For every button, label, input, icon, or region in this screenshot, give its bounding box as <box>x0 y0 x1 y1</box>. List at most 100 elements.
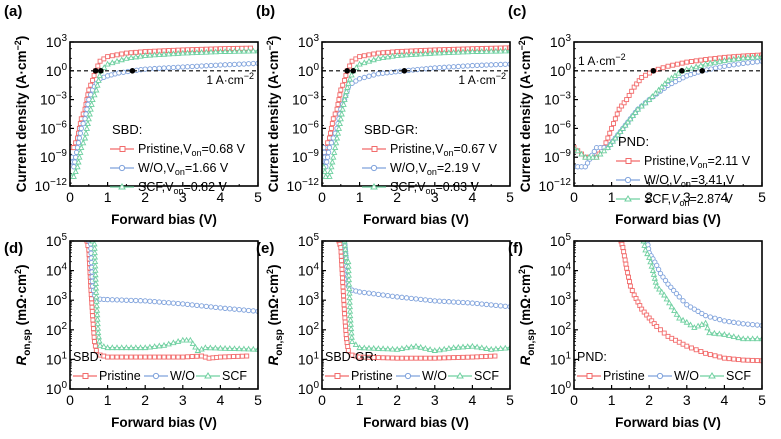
data-point-scf <box>483 345 490 351</box>
x-tick-label: 4 <box>469 189 477 205</box>
y-axis-label: Current density (A·cm−2) <box>13 36 29 193</box>
data-point-pristine <box>624 265 630 271</box>
legend-label: SCF,Von=2.87 V <box>644 192 734 208</box>
data-point-wo <box>366 290 372 296</box>
data-point-wo <box>483 301 490 308</box>
data-point-scf <box>441 345 448 352</box>
data-point-scf <box>184 49 191 56</box>
panel-label: (f) <box>508 240 523 257</box>
data-point-pristine <box>338 87 344 93</box>
data-point-pristine <box>689 345 694 351</box>
data-point-scf <box>245 47 252 54</box>
data-point-wo <box>665 281 671 287</box>
data-point-pristine <box>609 125 615 131</box>
legend-item: W/O <box>144 369 195 383</box>
data-point-wo <box>166 65 172 71</box>
data-point-scf <box>221 48 229 54</box>
data-point-wo <box>662 277 669 284</box>
data-point-scf <box>356 60 363 67</box>
series-line-scf <box>574 56 762 158</box>
data-point-scf <box>132 53 139 60</box>
data-point-pristine <box>328 125 334 131</box>
x-tick-label: 3 <box>431 189 439 205</box>
data-point-pristine <box>166 354 172 360</box>
x-tick-label: 4 <box>217 189 225 205</box>
data-point-pristine <box>366 52 372 58</box>
reference-line-label: 1 A·cm−2 <box>458 71 506 87</box>
x-tick-label: 0 <box>570 189 578 205</box>
data-point-pristine <box>89 304 95 310</box>
legend-marker <box>119 146 126 152</box>
y-tick-label: 103 <box>550 33 572 50</box>
data-point-scf <box>250 345 257 352</box>
y-tick-label: 105 <box>550 232 572 249</box>
data-point-wo <box>109 297 115 303</box>
data-point-pristine <box>649 318 655 324</box>
x-tick-label: 3 <box>431 392 439 408</box>
data-point-wo <box>322 149 327 156</box>
data-point-scf <box>192 343 199 350</box>
data-point-pristine <box>469 354 475 360</box>
data-point-pristine <box>90 313 96 319</box>
y-tick-label: 103 <box>298 291 320 308</box>
x-tick-label: 4 <box>469 392 477 408</box>
data-point-pristine <box>152 354 158 360</box>
data-point-scf <box>109 59 116 66</box>
data-point-pristine <box>338 253 344 259</box>
data-point-wo <box>403 295 410 301</box>
data-point-scf <box>342 92 349 98</box>
data-point-scf <box>94 320 101 327</box>
data-point-scf <box>445 49 453 55</box>
data-point-pristine <box>665 63 671 69</box>
y-tick-label: 102 <box>298 321 320 338</box>
data-point-scf <box>113 57 121 64</box>
data-point-wo <box>198 303 205 309</box>
y-tick-label: 104 <box>46 262 68 279</box>
data-point-pristine <box>345 344 351 350</box>
data-point-scf <box>375 345 382 351</box>
data-point-scf <box>702 60 709 67</box>
data-point-wo <box>427 297 433 304</box>
y-axis-label: Ron,sp (mΩ·cm2) <box>517 264 537 365</box>
data-point-scf <box>95 77 102 83</box>
series-line-scf <box>92 241 258 352</box>
data-point-pristine <box>342 319 348 325</box>
x-axis-label: Forward bias (V) <box>615 415 721 430</box>
data-point-pristine <box>703 350 709 356</box>
data-point-scf <box>352 341 359 348</box>
x-tick-label: 0 <box>66 189 74 205</box>
x-tick-label: 5 <box>506 392 514 408</box>
data-point-wo <box>325 149 332 156</box>
legend-item: Pristine <box>73 369 141 383</box>
y-tick-label: 10−3 <box>292 91 319 108</box>
data-point-wo <box>488 302 494 308</box>
data-point-pristine <box>408 355 414 361</box>
data-point-wo <box>584 160 591 166</box>
data-point-wo <box>208 62 214 69</box>
y-tick-label: 10−9 <box>544 148 571 165</box>
data-point-pristine <box>661 330 667 336</box>
data-point-scf <box>370 344 377 351</box>
data-point-wo <box>754 322 760 328</box>
legend-marker <box>456 372 464 379</box>
data-point-pristine <box>244 353 250 359</box>
data-point-scf <box>375 54 382 61</box>
data-point-scf <box>365 57 373 64</box>
data-point-wo <box>721 63 728 69</box>
data-point-pristine <box>123 50 129 56</box>
data-point-wo <box>668 284 674 290</box>
data-point-scf <box>622 121 629 128</box>
plot-frame <box>321 41 511 187</box>
data-point-wo <box>408 295 414 301</box>
data-point-scf <box>403 51 410 58</box>
data-point-wo <box>717 316 723 323</box>
legend-marker <box>586 373 593 379</box>
legend-marker <box>708 372 716 379</box>
data-point-pristine <box>343 327 349 333</box>
y-tick-label: 10−3 <box>544 91 571 108</box>
data-point-scf <box>329 158 336 165</box>
data-point-pristine <box>239 353 245 359</box>
data-point-pristine <box>342 311 348 317</box>
x-axis-label: Forward bias (V) <box>111 415 217 430</box>
data-point-scf <box>109 344 116 351</box>
